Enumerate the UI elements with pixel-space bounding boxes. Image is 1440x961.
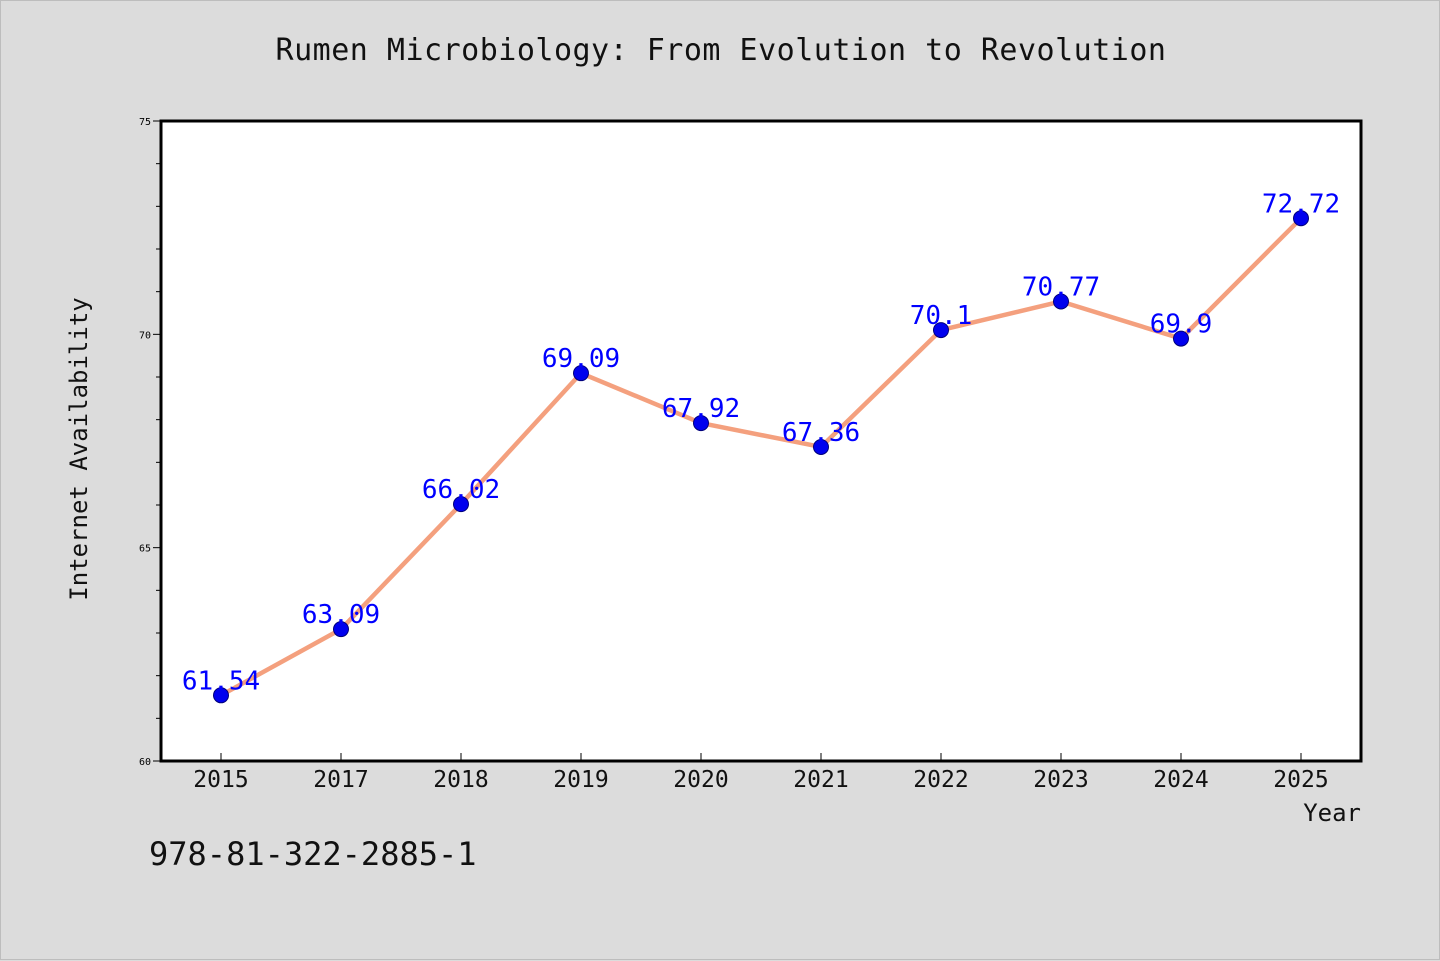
series-layer [213,210,1309,704]
data-point [813,438,829,455]
x-tick-label: 2024 [1153,767,1208,793]
x-axis-title: Year [1303,799,1361,827]
x-tick-label: 2025 [1273,767,1328,793]
x-tick-label: 2015 [193,767,248,793]
data-point [1293,210,1309,227]
data-point [1053,293,1069,310]
data-label: 69.09 [542,344,620,374]
isbn-label: 978-81-322-2885-1 [149,835,477,873]
x-tick-label: 2020 [673,767,728,793]
data-point [933,322,949,339]
series-line [218,216,1304,698]
data-label: 69.9 [1150,310,1213,340]
y-tick-label: 60 [139,757,151,768]
data-point [213,687,229,704]
y-axis: 60 65 70 75 [139,117,161,768]
x-tick-label: 2019 [553,767,608,793]
x-tick-label: 2021 [793,767,848,793]
data-point [693,415,709,432]
y-tick-label: 65 [139,544,151,555]
data-label: 61.54 [182,666,260,696]
data-label-layer: 61.54 63.09 66.02 69.09 67.92 67.36 70.1 70.77 6… [182,189,1340,696]
data-label: 67.92 [662,394,740,424]
y-tick-label: 75 [139,117,151,128]
data-point [1173,330,1189,347]
plot-area [159,119,1363,763]
y-tick-label: 70 [139,330,151,341]
x-tick-label: 2018 [433,767,488,793]
data-label: 70.1 [910,301,973,331]
x-tick-label: 2023 [1033,767,1088,793]
data-label: 70.77 [1022,272,1100,302]
y-axis-title: Internet Availability [65,297,93,600]
x-tick-label: 2017 [313,767,368,793]
data-label: 66.02 [422,475,500,505]
data-point [453,496,469,513]
chart-title: Rumen Microbiology: From Evolution to Re… [275,33,1167,68]
data-point [333,621,349,638]
plot-frame [159,119,1363,763]
x-tick-label: 2022 [913,767,968,793]
x-axis: 2015 2017 2018 2019 2020 2021 2022 2023 2024 2025 [193,753,1329,793]
data-label: 72.72 [1262,189,1340,219]
data-label: 63.09 [302,600,380,630]
data-point [573,365,589,382]
data-label: 67.36 [782,418,860,448]
